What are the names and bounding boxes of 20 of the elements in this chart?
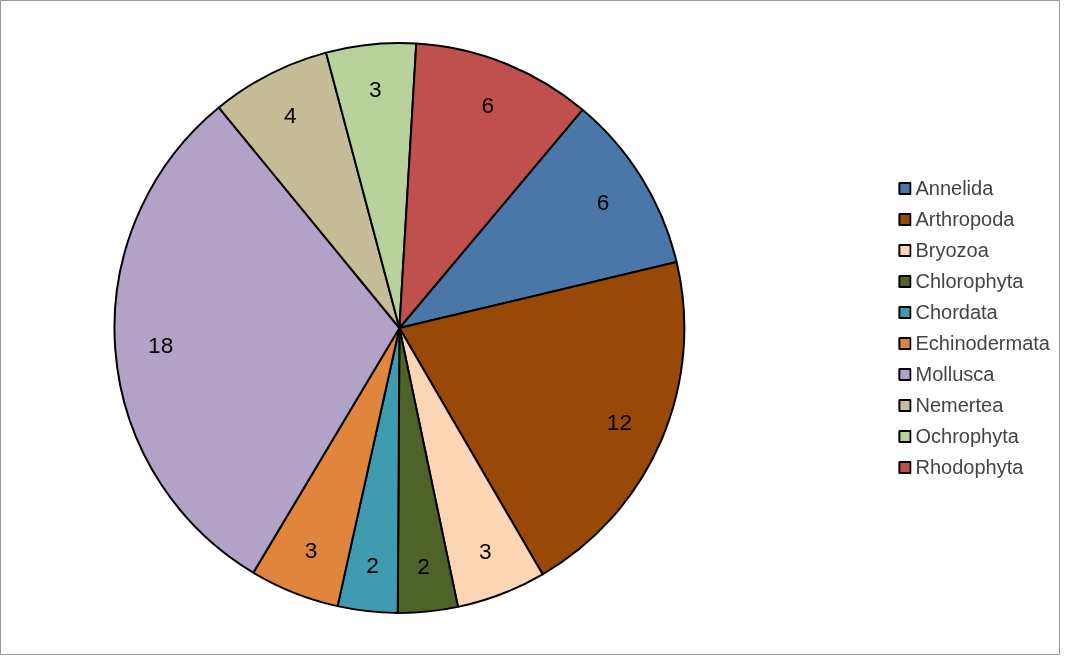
data-label: 6 bbox=[596, 188, 610, 215]
data-label: 3 bbox=[478, 537, 492, 564]
data-label: 6 bbox=[481, 92, 495, 119]
data-label: 3 bbox=[304, 536, 318, 563]
legend-label: Bryozoa bbox=[915, 238, 989, 262]
legend-label: Chordata bbox=[915, 300, 998, 324]
legend-label: Chlorophyta bbox=[915, 269, 1024, 293]
data-label: 2 bbox=[366, 552, 379, 579]
legend-label: Mollusca bbox=[915, 362, 995, 386]
legend-label: Annelida bbox=[915, 176, 994, 200]
legend-label: Rhodophyta bbox=[915, 455, 1024, 479]
data-label: 18 bbox=[148, 332, 174, 359]
legend-label: Nemertea bbox=[915, 393, 1004, 417]
data-label: 4 bbox=[284, 101, 297, 128]
data-label: 3 bbox=[369, 76, 382, 103]
data-label: 2 bbox=[417, 552, 430, 579]
legend-label: Arthropoda bbox=[915, 207, 1015, 231]
data-label: 12 bbox=[606, 408, 632, 435]
legend-label: Echinodermata bbox=[915, 331, 1050, 355]
legend-label: Ochrophyta bbox=[915, 424, 1019, 448]
